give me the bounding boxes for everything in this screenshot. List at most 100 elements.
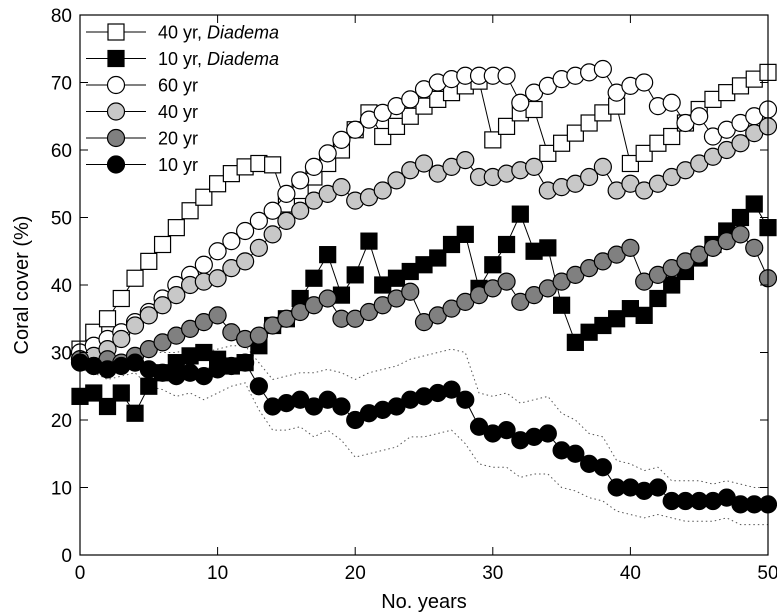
series-s20-point bbox=[208, 306, 227, 325]
series-s40d-point bbox=[374, 127, 392, 146]
y-tick-label: 80 bbox=[51, 6, 72, 27]
series-s20-point bbox=[249, 326, 268, 345]
legend-entry-s40: 40 yr bbox=[86, 102, 198, 122]
series-s40-point bbox=[524, 157, 544, 176]
legend-label: 60 yr bbox=[158, 76, 198, 96]
series-s40-point bbox=[208, 269, 227, 288]
series-s40d-point bbox=[484, 131, 502, 149]
series-s40-point bbox=[153, 296, 172, 315]
legend-entry-s10d: 10 yr, Diadema bbox=[86, 49, 279, 69]
envelope-upper-line bbox=[79, 345, 768, 488]
series-s60-point bbox=[236, 221, 255, 241]
x-tick-label: 30 bbox=[482, 563, 503, 584]
series-s40-point bbox=[167, 286, 186, 305]
series-s40d-point bbox=[552, 134, 571, 152]
series-s40d-point bbox=[112, 289, 130, 308]
series-s60-point bbox=[635, 73, 654, 92]
series-s10d-point bbox=[319, 246, 337, 264]
series-s60-point bbox=[277, 184, 296, 203]
series-s40-point bbox=[249, 238, 268, 257]
series-s40-point bbox=[456, 151, 475, 170]
series-s40-point bbox=[580, 167, 599, 187]
series-s40-point bbox=[291, 201, 310, 220]
axis-layer: 0 10 20 30 40 50 0 10 20 30 40 50 60 70 80 bbox=[51, 6, 777, 584]
envelope-lower-line bbox=[79, 368, 768, 526]
series-s40-point bbox=[139, 306, 158, 325]
legend-label: 10 yr bbox=[158, 155, 198, 175]
series-s40-point bbox=[373, 181, 392, 200]
legend: 40 yr, Diadema 10 yr, Diadema 60 yr 40 yr 20… bbox=[86, 23, 279, 175]
confidence-envelope bbox=[79, 345, 768, 526]
series-s60-point bbox=[291, 171, 310, 190]
legend-label: 40 yr, Diadema bbox=[158, 23, 279, 43]
series-s40d-point bbox=[663, 127, 681, 146]
series-s40-point bbox=[277, 211, 296, 230]
series-s10d-point bbox=[85, 384, 103, 402]
series-s40d-point bbox=[635, 144, 653, 162]
legend-marker bbox=[107, 49, 125, 68]
series-s10-point bbox=[497, 421, 516, 440]
series-s10 bbox=[70, 353, 777, 514]
series-s40-point bbox=[112, 329, 131, 349]
series-s10d-point bbox=[456, 225, 474, 243]
series-s60-point bbox=[194, 255, 213, 274]
series-s10-point bbox=[538, 424, 557, 443]
series-s40-point bbox=[414, 154, 434, 173]
y-tick-label: 0 bbox=[61, 546, 72, 567]
series-s60-point bbox=[263, 201, 282, 220]
series-s60-point bbox=[222, 232, 241, 251]
y-tick-label: 30 bbox=[51, 344, 72, 365]
series-s10d-point bbox=[360, 232, 378, 250]
series-s40d-point bbox=[387, 117, 406, 135]
series-s10-point bbox=[332, 397, 351, 416]
series-s40d-point bbox=[195, 188, 213, 206]
legend-label: 40 yr bbox=[158, 102, 198, 122]
series-s40-point bbox=[593, 157, 612, 176]
series-s60-point bbox=[662, 93, 681, 112]
legend-marker bbox=[106, 102, 126, 121]
legend-marker bbox=[106, 128, 126, 148]
series-s40-point bbox=[125, 316, 145, 335]
series-s40d-point bbox=[126, 269, 144, 287]
series-s10d-point bbox=[112, 384, 130, 402]
series-s60-point bbox=[249, 211, 268, 230]
series-s60-point bbox=[497, 66, 516, 85]
series-s10d-point bbox=[497, 235, 516, 254]
series-s10d-point bbox=[126, 404, 144, 422]
legend-marker bbox=[106, 75, 126, 95]
series-s10-point bbox=[566, 444, 585, 463]
series-s60-point bbox=[346, 120, 365, 139]
series-s20-point bbox=[318, 289, 337, 308]
series-s60-point bbox=[401, 90, 420, 109]
series-s10d-point bbox=[429, 249, 447, 267]
series-s10-point bbox=[648, 478, 668, 497]
legend-entry-s60: 60 yr bbox=[86, 76, 198, 96]
series-s60-point bbox=[208, 242, 227, 261]
series-s40d-point bbox=[566, 124, 584, 142]
series-s40-point bbox=[731, 134, 750, 153]
series-s40d-point bbox=[181, 202, 199, 220]
y-tick-label: 50 bbox=[51, 209, 72, 230]
series-s10d-point bbox=[305, 269, 323, 287]
series-s40-point bbox=[263, 225, 282, 244]
x-tick-label: 10 bbox=[207, 563, 228, 584]
series-s40-point bbox=[236, 252, 255, 271]
x-tick-label: 0 bbox=[75, 563, 86, 584]
series-s10d-point bbox=[649, 289, 667, 308]
series-s10d-point bbox=[484, 256, 502, 274]
series-s20-point bbox=[621, 238, 640, 257]
series-s20-point bbox=[497, 272, 516, 291]
series-s10d-point bbox=[635, 306, 653, 324]
series-s10-point bbox=[456, 390, 475, 409]
x-axis-title: No. years bbox=[381, 591, 467, 613]
series-s40d-point bbox=[497, 117, 516, 135]
series-s10d-point bbox=[98, 397, 117, 416]
series-s10d-point bbox=[442, 235, 461, 254]
series-layer bbox=[70, 59, 777, 514]
series-s10-point bbox=[442, 380, 461, 399]
series-s40d-point bbox=[153, 235, 172, 254]
series-s40-point bbox=[387, 171, 406, 190]
series-s40d-point bbox=[580, 114, 598, 132]
legend-label: 10 yr, Diadema bbox=[158, 49, 279, 69]
